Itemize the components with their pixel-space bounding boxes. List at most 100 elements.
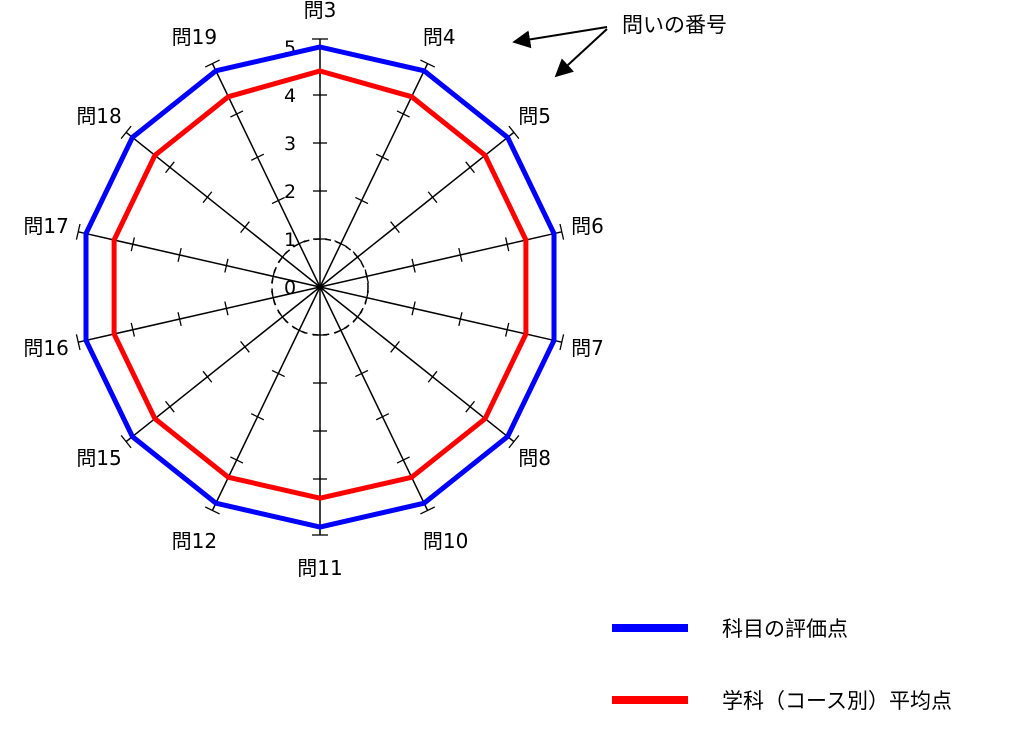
radar-tick <box>177 312 182 327</box>
radar-tick <box>277 251 288 263</box>
radar-tick <box>375 413 390 421</box>
axis-tick-label: 0 <box>284 277 296 299</box>
axis-tick-label: 3 <box>284 133 296 155</box>
radar-spoke-cap <box>120 434 132 449</box>
radar-tick <box>130 237 136 252</box>
radar-spoke-cap <box>75 223 81 240</box>
radar-spoke-cap <box>204 59 220 68</box>
radar-spoke <box>125 131 321 288</box>
radar-spoke <box>319 286 515 443</box>
legend-label: 科目の評価点 <box>722 617 848 641</box>
axis-category-label: 問4 <box>423 25 456 49</box>
annotation-arrow-upper <box>512 26 608 49</box>
radar-spoke <box>319 63 429 288</box>
radar-spoke <box>211 63 321 288</box>
radar-tick <box>224 258 229 273</box>
radar-tick <box>165 400 175 413</box>
legend-item-subject-score: 科目の評価点 <box>612 606 1032 650</box>
radar-tick <box>504 322 510 337</box>
radar-tick <box>177 247 182 262</box>
radar-tick <box>364 290 369 305</box>
annotation-label: 問いの番号 <box>622 13 727 37</box>
radar-spoke-cap <box>559 334 565 351</box>
radar-spoke-cap <box>120 125 132 140</box>
radar-spoke-cap <box>508 125 520 140</box>
radar-tick <box>465 161 475 174</box>
axis-category-label: 問18 <box>76 104 121 128</box>
axis-category-label: 問17 <box>23 214 68 238</box>
radar-tick <box>277 311 288 323</box>
legend-swatch-blue <box>612 624 688 632</box>
radar-tick <box>355 369 369 378</box>
radar-spoke <box>319 231 562 288</box>
annotation-group: 問いの番号 <box>512 13 727 78</box>
radar-tick <box>364 269 369 284</box>
axis-category-label: 問11 <box>297 556 342 580</box>
radar-spoke <box>78 286 321 343</box>
radar-tick <box>334 326 348 334</box>
axis-category-label: 問7 <box>571 336 604 360</box>
radar-tick <box>271 196 285 205</box>
axis-category-label: 問6 <box>571 214 604 238</box>
radar-tick <box>271 290 276 305</box>
radar-tick <box>458 312 463 327</box>
radar-tick <box>130 322 136 337</box>
legend-label: 学科（コース別）平均点 <box>722 689 952 713</box>
radar-spoke-cap <box>508 434 520 449</box>
radar-spoke-cap <box>420 59 436 68</box>
radar-chart: 012345問3問4問5問6問7問8問10問11問12問15問16問17問18問… <box>23 0 727 580</box>
axis-category-label: 問5 <box>518 104 551 128</box>
radar-tick <box>250 153 265 161</box>
axis-tick-label: 2 <box>284 181 296 203</box>
radar-spoke <box>319 286 562 343</box>
radar-tick <box>427 370 438 383</box>
radar-tick <box>411 258 416 273</box>
radar-tick <box>390 221 400 234</box>
radar-tick <box>352 311 363 323</box>
radar-tick <box>224 301 229 316</box>
radar-tick <box>202 370 213 383</box>
axis-category-label: 問12 <box>172 529 217 553</box>
axis-tick-label: 1 <box>284 229 296 251</box>
radar-spoke <box>211 286 321 511</box>
radar-spoke <box>125 286 321 443</box>
radar-spoke <box>78 231 321 288</box>
axis-category-label: 問15 <box>76 446 121 470</box>
axis-category-label: 問16 <box>23 336 68 360</box>
radar-tick <box>230 456 244 464</box>
axis-category-label: 問8 <box>518 446 551 470</box>
radar-tick <box>390 340 400 353</box>
radar-tick <box>504 237 510 252</box>
radar-tick <box>240 221 250 234</box>
series-line-subject-score <box>83 44 557 530</box>
radar-tick <box>202 191 213 204</box>
annotation-arrow-lower <box>554 28 608 78</box>
axis-category-label: 問10 <box>423 529 468 553</box>
radar-tick <box>355 196 369 205</box>
radar-spoke-cap <box>75 334 81 351</box>
radar-spoke <box>319 286 429 511</box>
radar-tick <box>396 456 410 464</box>
legend-swatch-red <box>612 696 688 704</box>
radar-spoke-cap <box>420 506 436 515</box>
radar-tick <box>292 240 306 248</box>
radar-tick <box>458 247 463 262</box>
radar-tick <box>230 110 244 118</box>
radar-tick <box>271 269 276 284</box>
axis-category-label: 問3 <box>304 0 337 22</box>
radar-tick <box>165 161 175 174</box>
radar-tick <box>411 301 416 316</box>
radar-tick <box>292 326 306 334</box>
legend: 科目の評価点 学科（コース別）平均点 <box>612 606 1032 750</box>
radar-tick <box>427 191 438 204</box>
series-line-dept-average <box>111 68 529 501</box>
radar-spoke <box>319 131 515 288</box>
radar-tick <box>396 110 410 118</box>
radar-tick <box>240 340 250 353</box>
axis-category-label: 問19 <box>172 25 217 49</box>
radar-tick <box>465 400 475 413</box>
radar-tick <box>375 153 390 161</box>
radar-spoke-cap <box>204 506 220 515</box>
legend-item-dept-average: 学科（コース別）平均点 <box>612 678 1032 722</box>
axis-tick-label: 4 <box>284 85 296 107</box>
